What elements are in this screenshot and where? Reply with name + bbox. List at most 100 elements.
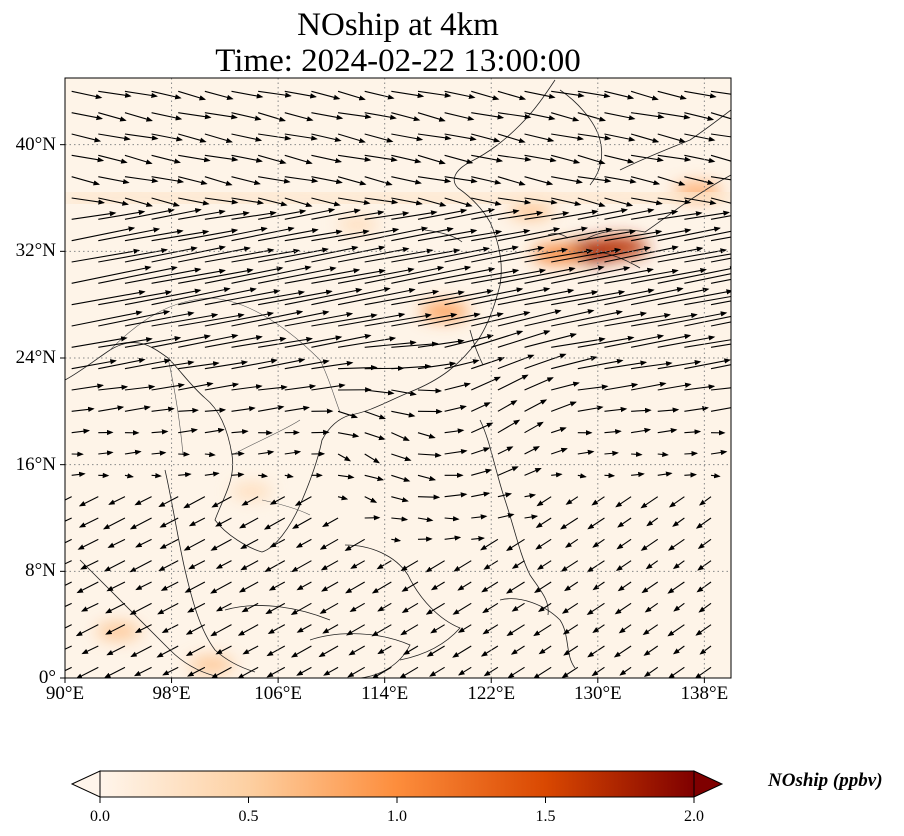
- wind-arrow: [98, 154, 128, 164]
- wind-arrow: [551, 247, 622, 263]
- wind-arrow: [430, 581, 445, 591]
- wind-arrow: [71, 406, 95, 413]
- wind-arrow: [391, 265, 472, 284]
- colorbar-tick-label: 0.5: [238, 808, 259, 825]
- wind-arrow: [364, 474, 385, 482]
- wind-arrow: [631, 228, 692, 242]
- wind-arrow: [560, 560, 579, 572]
- wind-arrow: [631, 209, 679, 220]
- wind-arrow: [124, 176, 159, 184]
- wind-arrow: [710, 112, 731, 120]
- wind-arrow: [657, 211, 703, 220]
- wind-arrow: [444, 312, 504, 327]
- wind-arrow: [497, 400, 518, 412]
- wind-arrow: [631, 361, 673, 370]
- wind-arrow: [471, 402, 491, 412]
- wind-arrow: [318, 645, 339, 658]
- wind-arrow: [98, 197, 129, 206]
- wind-arrow: [204, 248, 275, 263]
- wind-arrow: [604, 450, 619, 456]
- wind-arrow: [263, 517, 286, 530]
- wind-arrow: [239, 517, 259, 529]
- wind-arrow: [364, 340, 417, 348]
- wind-arrow: [135, 538, 152, 548]
- wind-arrow: [399, 666, 419, 678]
- wind-arrow: [215, 560, 232, 569]
- wind-arrow: [135, 581, 152, 591]
- wind-arrow: [391, 210, 438, 220]
- wind-arrow: [444, 382, 471, 391]
- wind-arrow: [364, 389, 395, 396]
- wind-arrow: [124, 336, 182, 348]
- wind-arrow: [577, 208, 628, 220]
- wind-arrow: [444, 245, 519, 263]
- wind-arrow: [565, 496, 579, 505]
- wind-arrow: [258, 133, 292, 141]
- wind-arrow: [524, 133, 555, 143]
- wind-arrow: [311, 176, 343, 185]
- wind-arrow: [640, 538, 659, 551]
- wind-arrow: [684, 253, 731, 263]
- wind-arrow: [667, 666, 685, 678]
- wind-arrow: [551, 133, 585, 141]
- wind-arrow: [178, 407, 199, 414]
- wind-arrow: [471, 209, 520, 220]
- wind-arrow: [697, 538, 712, 549]
- wind-arrow: [71, 197, 105, 205]
- wind-arrow: [124, 311, 195, 327]
- wind-arrow: [178, 472, 192, 478]
- wind-arrow: [391, 248, 461, 263]
- concentration-hotspot: [337, 216, 379, 233]
- wind-arrow: [124, 384, 156, 391]
- wind-arrow: [75, 624, 99, 637]
- wind-arrow: [178, 361, 220, 370]
- wind-arrow: [592, 581, 605, 591]
- wind-arrow: [631, 312, 698, 327]
- wind-arrow: [295, 538, 312, 548]
- wind-arrow: [231, 406, 256, 412]
- wind-arrow: [657, 266, 731, 284]
- wind-arrow: [471, 535, 485, 542]
- wind-arrow: [284, 405, 310, 412]
- wind-arrow: [481, 581, 499, 593]
- wind-arrow: [337, 474, 355, 480]
- wind-arrow: [124, 197, 153, 207]
- wind-arrow: [210, 538, 232, 551]
- wind-arrow: [480, 538, 499, 551]
- wind-arrow: [616, 538, 632, 550]
- wind-arrow: [391, 363, 432, 370]
- wind-arrow: [311, 313, 378, 327]
- wind-arrow: [391, 176, 422, 185]
- wind-arrow: [98, 357, 146, 370]
- wind-arrow: [124, 288, 202, 306]
- wind-arrow: [444, 449, 468, 455]
- wind-arrow: [215, 517, 232, 527]
- wind-arrow: [497, 227, 561, 242]
- wind-arrow: [98, 337, 153, 348]
- wind-arrow: [471, 330, 524, 348]
- wind-arrow: [159, 538, 179, 549]
- wind-arrow: [71, 359, 117, 370]
- wind-arrow: [444, 207, 496, 220]
- wind-arrow: [559, 517, 579, 530]
- wind-arrow: [417, 338, 465, 348]
- wind-arrow: [417, 312, 481, 327]
- wind-arrow: [284, 473, 294, 479]
- wind-arrow: [538, 645, 552, 655]
- wind-arrow: [124, 208, 175, 220]
- wind-arrow: [400, 624, 419, 636]
- wind-arrow: [497, 330, 551, 348]
- wind-arrow: [231, 154, 263, 163]
- wind-arrow: [204, 360, 249, 370]
- wind-arrow: [204, 311, 275, 327]
- wind-arrow: [524, 309, 595, 327]
- wind-arrow: [71, 265, 152, 284]
- wind-arrow: [377, 602, 392, 612]
- wind-arrow: [284, 311, 354, 327]
- wind-arrow: [604, 382, 639, 391]
- y-tick-label: 40°N: [15, 133, 56, 155]
- wind-arrow: [183, 496, 206, 509]
- wind-arrow: [524, 493, 537, 499]
- wind-arrow: [364, 90, 395, 100]
